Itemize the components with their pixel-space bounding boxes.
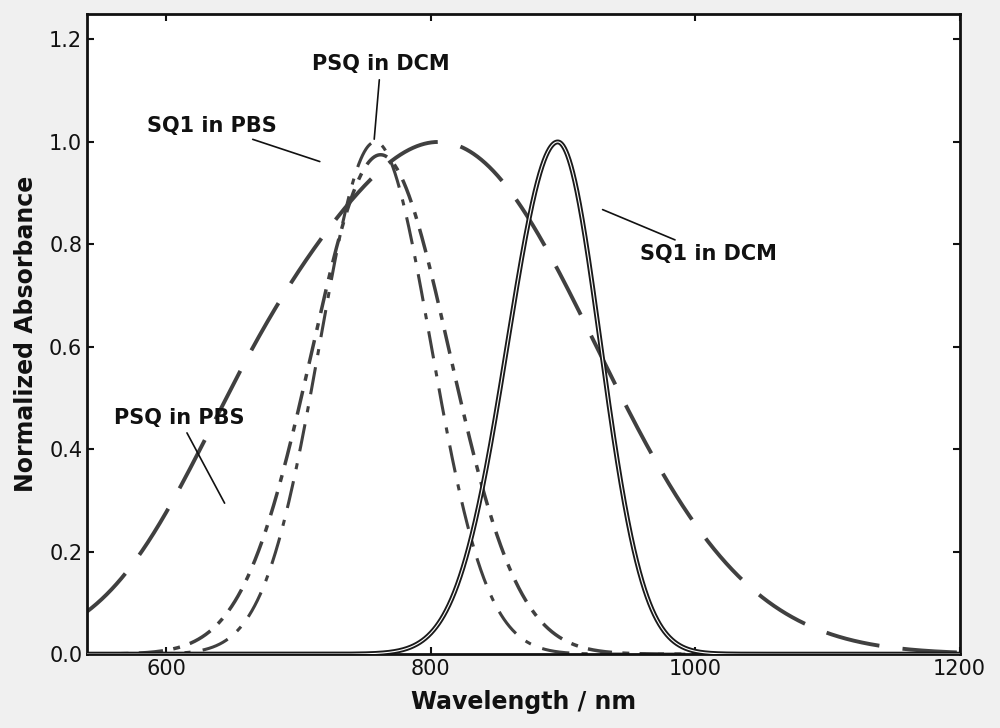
X-axis label: Wavelength / nm: Wavelength / nm xyxy=(411,690,636,714)
Text: SQ1 in DCM: SQ1 in DCM xyxy=(603,210,777,264)
Text: PSQ in DCM: PSQ in DCM xyxy=(312,54,449,139)
Text: SQ1 in PBS: SQ1 in PBS xyxy=(147,116,320,162)
Y-axis label: Normalized Absorbance: Normalized Absorbance xyxy=(14,176,38,492)
Text: PSQ in PBS: PSQ in PBS xyxy=(114,408,244,503)
